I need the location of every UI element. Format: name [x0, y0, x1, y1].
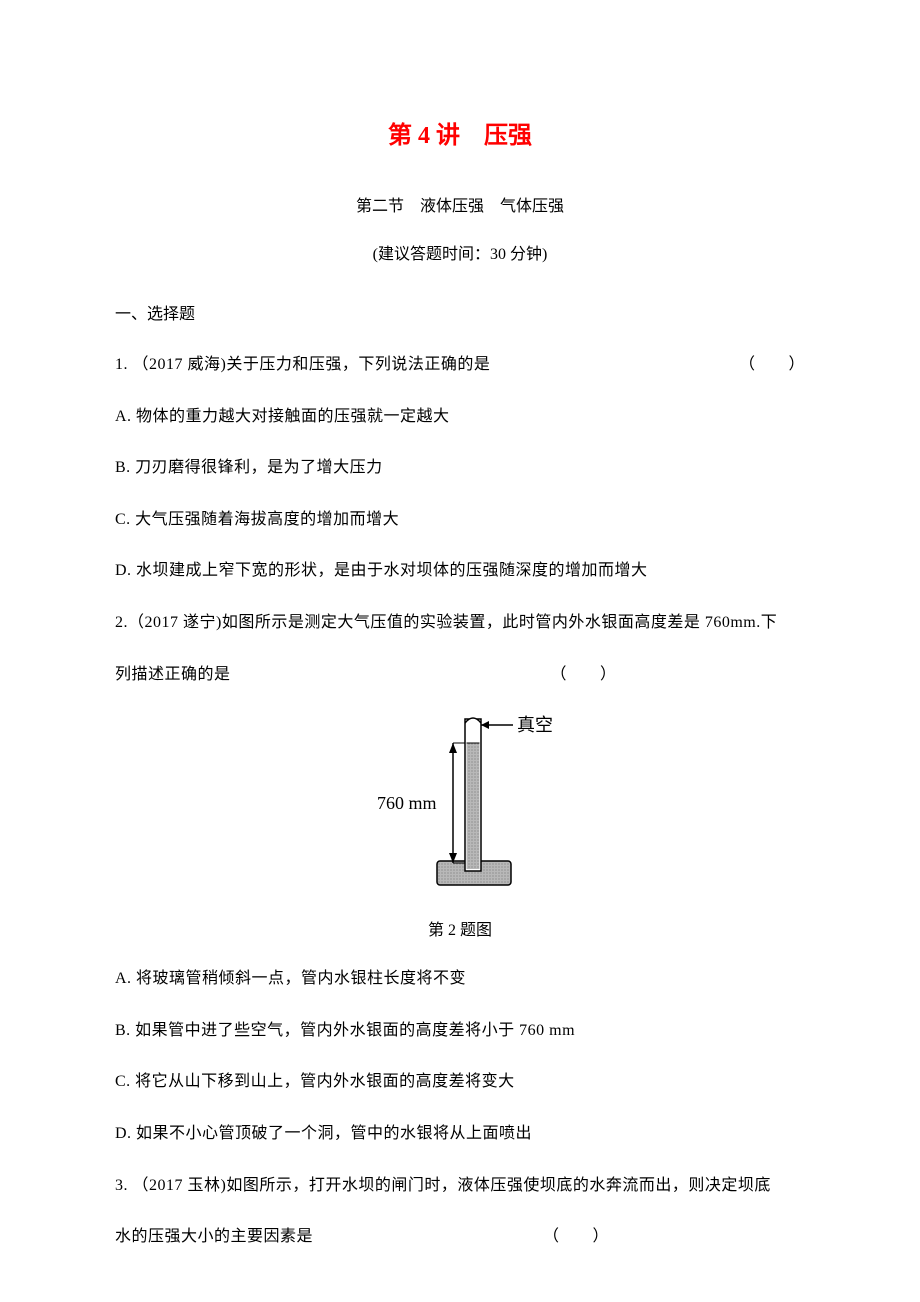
q2-figure-caption: 第 2 题图 [115, 916, 805, 940]
svg-text:真空: 真空 [517, 715, 553, 735]
q1-option-c: C. 大气压强随着海拔高度的增加而增大 [115, 507, 805, 533]
lesson-title: 第 4 讲 压强 [115, 115, 805, 150]
q2-option-d: D. 如果不小心管顶破了一个洞，管中的水银将从上面喷出 [115, 1121, 805, 1147]
q2-stem-text: 列描述正确的是 [115, 662, 231, 688]
q3-stem-line2: 水的压强大小的主要因素是 （ ） [115, 1224, 805, 1250]
section-subtitle: 第二节 液体压强 气体压强 [115, 192, 805, 216]
time-note: (建议答题时间：30 分钟) [115, 240, 805, 264]
section-heading: 一、选择题 [115, 300, 805, 324]
q2-option-c: C. 将它从山下移到山上，管内外水银面的高度差将变大 [115, 1069, 805, 1095]
svg-text:760 mm: 760 mm [377, 793, 437, 813]
q1-stem-text: 1. （2017 威海)关于压力和压强，下列说法正确的是 [115, 352, 490, 378]
q3-stem-text: 水的压强大小的主要因素是 [115, 1224, 313, 1250]
q1-option-d: D. 水坝建成上窄下宽的形状，是由于水对坝体的压强随深度的增加而增大 [115, 558, 805, 584]
q1-answer-blank: （ ） [739, 352, 805, 378]
q1-option-a: A. 物体的重力越大对接触面的压强就一定越大 [115, 404, 805, 430]
q2-figure: 真空 760 mm [115, 713, 805, 898]
q2-stem-line1: 2.（2017 遂宁)如图所示是测定大气压值的实验装置，此时管内外水银面高度差是… [115, 610, 805, 636]
q1-option-b: B. 刀刃磨得很锋利，是为了增大压力 [115, 455, 805, 481]
q2-stem-line2: 列描述正确的是 （ ） [115, 662, 805, 688]
q3-stem-line1: 3. （2017 玉林)如图所示，打开水坝的闸门时，液体压强使坝底的水奔流而出，… [115, 1173, 805, 1199]
barometer-diagram: 真空 760 mm [345, 713, 575, 893]
q2-option-b: B. 如果管中进了些空气，管内外水银面的高度差将小于 760 mm [115, 1018, 805, 1044]
q1-stem: 1. （2017 威海)关于压力和压强，下列说法正确的是 （ ） [115, 352, 805, 378]
q2-answer-blank: （ ） [551, 662, 617, 688]
q3-answer-blank: （ ） [543, 1224, 609, 1250]
q2-option-a: A. 将玻璃管稍倾斜一点，管内水银柱长度将不变 [115, 966, 805, 992]
